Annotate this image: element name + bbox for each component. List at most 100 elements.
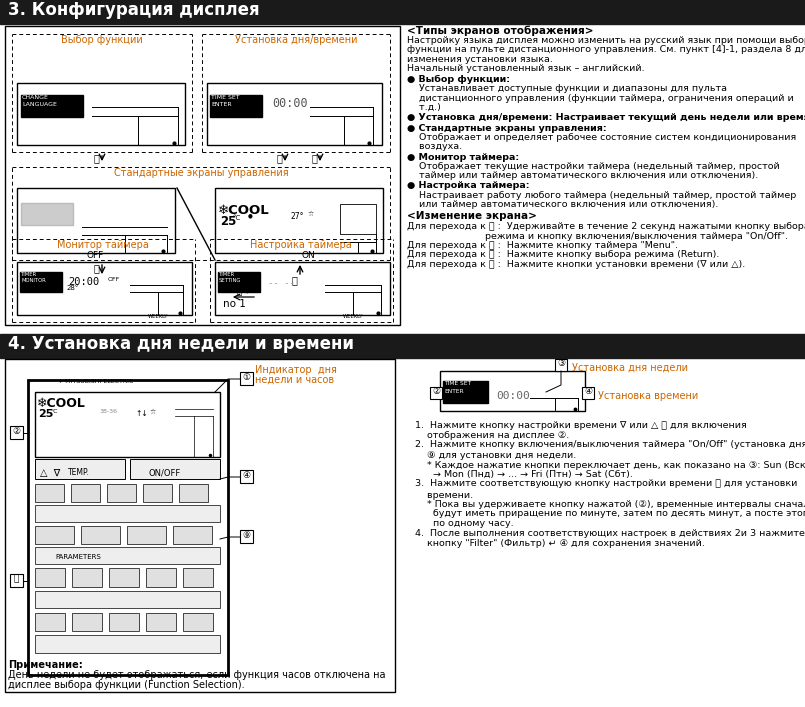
Text: функции на пульте дистанционного управления. См. пункт [4]-1, раздела 8 для: функции на пульте дистанционного управле… — [407, 45, 805, 54]
Text: День недели не будет отображаться, если функция часов отключена на: День недели не будет отображаться, если … — [8, 670, 386, 680]
Text: <Типы экранов отображения>: <Типы экранов отображения> — [407, 25, 593, 35]
Text: ⑨: ⑨ — [242, 530, 250, 539]
Text: ④: ④ — [242, 470, 250, 479]
Text: ③: ③ — [557, 359, 565, 368]
Bar — [240, 470, 253, 483]
Bar — [107, 484, 136, 502]
Bar — [443, 381, 488, 403]
Bar — [183, 613, 213, 631]
Text: 4.  После выполнения соответствующих настроек в действиях 2и 3 нажмите: 4. После выполнения соответствующих наст… — [415, 529, 805, 537]
Text: 25: 25 — [220, 215, 237, 228]
Text: TIMER: TIMER — [21, 272, 37, 277]
Text: ENTER: ENTER — [211, 102, 232, 107]
Bar — [35, 568, 65, 587]
Bar — [173, 526, 212, 544]
Text: по одному часу.: по одному часу. — [415, 519, 514, 528]
Bar — [240, 372, 253, 385]
Bar — [35, 459, 125, 479]
Text: кнопку "Filter" (Фильтр) ↵ ④ для сохранения значений.: кнопку "Filter" (Фильтр) ↵ ④ для сохране… — [415, 539, 705, 549]
Text: ②: ② — [432, 387, 440, 396]
Bar — [17, 262, 192, 315]
Text: LANGUAGE: LANGUAGE — [22, 102, 57, 107]
Bar — [72, 568, 102, 587]
Text: Монитор таймера: Монитор таймера — [57, 240, 149, 250]
Text: MONITOR: MONITOR — [21, 278, 46, 283]
Text: ☆: ☆ — [150, 409, 156, 415]
Text: Начальный установленный язык – английский.: Начальный установленный язык – английски… — [407, 64, 645, 73]
Bar — [21, 203, 73, 225]
Text: т.д.): т.д.) — [407, 103, 441, 112]
Bar — [218, 272, 260, 292]
Text: 27°: 27° — [290, 212, 303, 221]
Bar — [35, 613, 65, 631]
Bar — [35, 484, 64, 502]
Text: TEMP.: TEMP. — [68, 468, 90, 477]
Text: недели и часов: недели и часов — [255, 375, 334, 385]
Text: ENTER: ENTER — [444, 389, 464, 394]
Text: → Mon (Пнд) → ... → Fri (Птн) → Sat (Сбт).: → Mon (Пнд) → ... → Fri (Птн) → Sat (Сбт… — [415, 470, 633, 479]
Bar — [143, 484, 172, 502]
Text: дисплее выбора функции (Function Selection).: дисплее выбора функции (Function Selecti… — [8, 680, 245, 690]
Bar — [17, 188, 175, 253]
Bar — [582, 387, 594, 399]
Text: 3.  Нажмите соответствующую кнопку настройки времени ⑪ для установки: 3. Нажмите соответствующую кнопку настро… — [415, 479, 798, 489]
Text: ⑪: ⑪ — [14, 575, 19, 583]
Text: 28°: 28° — [67, 285, 80, 291]
Text: Для перехода к Ⓒ :  Нажмите кнопку выбора режима (Return).: Для перехода к Ⓒ : Нажмите кнопку выбора… — [407, 250, 720, 259]
Bar — [35, 591, 220, 608]
Bar — [130, 459, 220, 479]
Bar — [10, 574, 23, 587]
Text: Индикатор  дня: Индикатор дня — [255, 365, 336, 375]
Text: 1.  Нажмите кнопку настройки времени ∇ или △ ⑪ для включения: 1. Нажмите кнопку настройки времени ∇ ил… — [415, 421, 747, 430]
Bar — [35, 392, 220, 457]
Text: воздуха.: воздуха. — [407, 142, 462, 151]
Bar — [35, 635, 220, 653]
Bar — [555, 359, 567, 371]
Text: TIME SET: TIME SET — [211, 95, 240, 100]
Text: WEEKLY: WEEKLY — [343, 314, 363, 319]
Bar — [5, 359, 395, 692]
Text: ↑↓: ↑↓ — [135, 409, 148, 418]
Text: CHANGE: CHANGE — [22, 95, 49, 100]
Text: Выбор функции: Выбор функции — [61, 35, 142, 45]
Bar — [207, 83, 382, 145]
Bar — [109, 613, 139, 631]
Bar — [28, 380, 228, 675]
Bar — [440, 371, 585, 411]
Bar — [35, 547, 220, 564]
Text: или таймер автоматического включения или отключения).: или таймер автоматического включения или… — [407, 200, 718, 209]
Text: ⑨ для установки дня недели.: ⑨ для установки дня недели. — [415, 451, 576, 460]
Text: * Каждое нажатие кнопки переключает день, как показано на ③: Sun (Вск): * Каждое нажатие кнопки переключает день… — [415, 460, 805, 469]
Bar — [215, 188, 383, 253]
Text: Установка времени: Установка времени — [598, 391, 698, 401]
Bar — [0, 0, 805, 22]
Text: Настраивает работу любого таймера (недельный таймер, простой таймер: Настраивает работу любого таймера (недел… — [407, 191, 796, 200]
Bar — [21, 95, 83, 117]
Bar — [0, 356, 805, 358]
Text: PARAMETERS: PARAMETERS — [55, 554, 101, 560]
Bar — [240, 530, 253, 543]
Text: ON: ON — [301, 251, 315, 260]
Bar — [215, 262, 390, 315]
Text: Стандартные экраны управления: Стандартные экраны управления — [114, 168, 288, 178]
Bar — [210, 95, 262, 117]
Bar — [17, 83, 185, 145]
Text: Настройка таймера: Настройка таймера — [250, 240, 352, 250]
Bar — [35, 526, 74, 544]
Bar — [35, 505, 220, 522]
Text: изменения установки языка.: изменения установки языка. — [407, 54, 553, 64]
Bar — [430, 387, 442, 399]
Text: Отображает и определяет рабочее состояние систем кондиционирования: Отображает и определяет рабочее состояни… — [407, 133, 796, 142]
Bar — [0, 22, 805, 24]
Text: ●: ● — [248, 213, 253, 218]
Bar — [81, 526, 120, 544]
Bar — [10, 426, 23, 439]
Text: ● Выбор функции:: ● Выбор функции: — [407, 75, 510, 84]
Text: будут иметь приращение по минуте, затем по десять минут, а посте этого: будут иметь приращение по минуте, затем … — [415, 510, 805, 518]
Bar — [146, 613, 176, 631]
Bar — [5, 26, 400, 325]
Text: Отображает текущие настройки таймера (недельный таймер, простой: Отображает текущие настройки таймера (не… — [407, 162, 780, 171]
Text: 25: 25 — [38, 409, 53, 419]
Text: <Изменение экрана>: <Изменение экрана> — [407, 211, 537, 221]
Text: 00:00: 00:00 — [496, 391, 530, 401]
